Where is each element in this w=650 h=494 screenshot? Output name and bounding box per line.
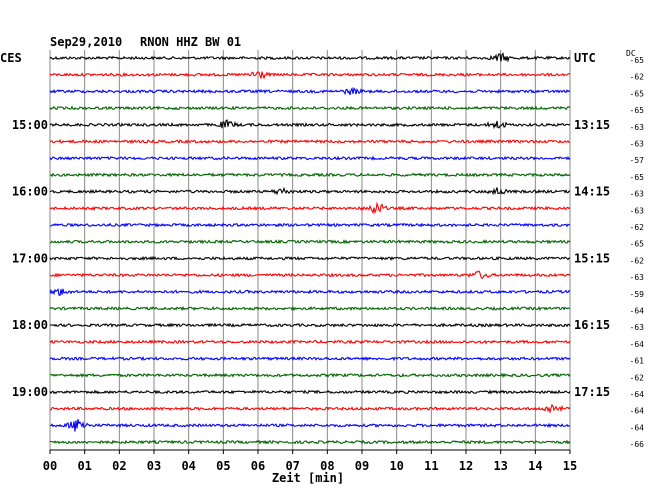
trace-18 bbox=[49, 355, 571, 362]
x-tick-label: 11 bbox=[424, 459, 438, 473]
dc-offset-value: -62 bbox=[630, 223, 645, 232]
right-hour-label: 13:15 bbox=[574, 118, 610, 132]
left-hour-label: 16:00 bbox=[12, 185, 48, 199]
x-tick-label: 15 bbox=[563, 459, 577, 473]
trace-22 bbox=[49, 419, 571, 432]
dc-offset-value: -62 bbox=[630, 256, 645, 265]
right-hour-label: 17:15 bbox=[574, 385, 610, 399]
dc-offset-value: -63 bbox=[630, 123, 645, 132]
dc-offset-values: -65 -62 -65 -65 -63 -63 -57 -65 -63 -63 -62 -65 -62 -… bbox=[630, 56, 645, 449]
x-tick-label: 14 bbox=[528, 459, 542, 473]
trace-4 bbox=[49, 119, 571, 130]
trace-11 bbox=[49, 239, 571, 245]
trace-16 bbox=[49, 322, 571, 328]
dc-offset-value: -64 bbox=[630, 390, 645, 399]
trace-23 bbox=[49, 439, 571, 445]
trace-3 bbox=[49, 105, 571, 111]
left-hour-label: 15:00 bbox=[12, 118, 48, 132]
dc-offset-value: -62 bbox=[630, 373, 645, 382]
trace-17 bbox=[49, 339, 571, 345]
trace-13 bbox=[49, 270, 571, 280]
trace-1 bbox=[49, 71, 571, 80]
header-date: Sep29,2010 bbox=[50, 35, 122, 49]
dc-offset-value: -64 bbox=[630, 340, 645, 349]
trace-12 bbox=[49, 255, 571, 262]
x-tick-label: 07 bbox=[285, 459, 299, 473]
dc-label: DC bbox=[626, 49, 636, 58]
dc-offset-value: -63 bbox=[630, 273, 645, 282]
trace-2 bbox=[49, 86, 571, 96]
right-hour-label: 16:15 bbox=[574, 318, 610, 332]
dc-offset-value: -63 bbox=[630, 323, 645, 332]
trace-7 bbox=[49, 172, 571, 178]
dc-offset-value: -64 bbox=[630, 407, 645, 416]
dc-offset-value: -59 bbox=[630, 290, 645, 299]
x-tick-label: 13 bbox=[493, 459, 507, 473]
x-tick-label: 06 bbox=[251, 459, 265, 473]
right-hour-label: 15:15 bbox=[574, 251, 610, 265]
x-tick-label: 10 bbox=[389, 459, 403, 473]
x-tick-label: 04 bbox=[181, 459, 195, 473]
trace-5 bbox=[49, 138, 571, 145]
left-hour-label: 18:00 bbox=[12, 318, 48, 332]
left-hour-labels: 15:00 16:00 17:00 18:00 19:00 bbox=[12, 118, 48, 399]
x-tick-label: 12 bbox=[459, 459, 473, 473]
header-station: RNON HHZ BW 01 bbox=[140, 35, 241, 49]
left-zone-label: CES bbox=[0, 51, 22, 65]
dc-offset-value: -66 bbox=[630, 440, 645, 449]
dc-offset-value: -63 bbox=[630, 140, 645, 149]
dc-offset-value: -57 bbox=[630, 156, 645, 165]
trace-10 bbox=[50, 222, 570, 228]
x-tick-label: 09 bbox=[355, 459, 369, 473]
trace-14 bbox=[49, 288, 571, 297]
x-axis-title: Zeit [min] bbox=[272, 471, 344, 485]
seismic-traces bbox=[49, 52, 571, 445]
dc-offset-value: -65 bbox=[630, 240, 645, 249]
dc-offset-value: -65 bbox=[630, 173, 645, 182]
x-tick-label: 02 bbox=[112, 459, 126, 473]
x-tick-label: 03 bbox=[147, 459, 161, 473]
trace-6 bbox=[49, 155, 571, 161]
dc-offset-value: -64 bbox=[630, 423, 645, 432]
dc-offset-value: -65 bbox=[630, 56, 645, 65]
right-hour-label: UTC bbox=[574, 51, 596, 65]
x-tick-label: 00 bbox=[43, 459, 57, 473]
dc-offset-value: -63 bbox=[630, 206, 645, 215]
dc-offset-value: -63 bbox=[630, 190, 645, 199]
dc-offset-value: -65 bbox=[630, 89, 645, 98]
dc-offset-value: -64 bbox=[630, 307, 645, 316]
x-tick-label: 08 bbox=[320, 459, 334, 473]
x-tick-label: 01 bbox=[77, 459, 91, 473]
x-tick-labels: 00 01 02 03 04 05 06 07 08 09 10 11 12 13 14 15 bbox=[43, 450, 577, 473]
trace-8 bbox=[49, 186, 571, 196]
x-tick-label: 05 bbox=[216, 459, 230, 473]
left-hour-label: 19:00 bbox=[12, 385, 48, 399]
trace-21 bbox=[49, 403, 571, 415]
trace-19 bbox=[49, 372, 571, 379]
trace-15 bbox=[49, 305, 571, 312]
trace-0 bbox=[49, 52, 571, 63]
dc-offset-value: -62 bbox=[630, 73, 645, 82]
trace-20 bbox=[49, 389, 571, 395]
right-hour-labels: UTC 13:15 14:15 15:15 16:15 17:15 bbox=[574, 51, 610, 399]
dc-offset-value: -65 bbox=[630, 106, 645, 115]
trace-9 bbox=[49, 201, 571, 215]
grid-lines bbox=[49, 50, 571, 451]
left-hour-label: 17:00 bbox=[12, 251, 48, 265]
dc-offset-value: -61 bbox=[630, 357, 645, 366]
right-hour-label: 14:15 bbox=[574, 185, 610, 199]
